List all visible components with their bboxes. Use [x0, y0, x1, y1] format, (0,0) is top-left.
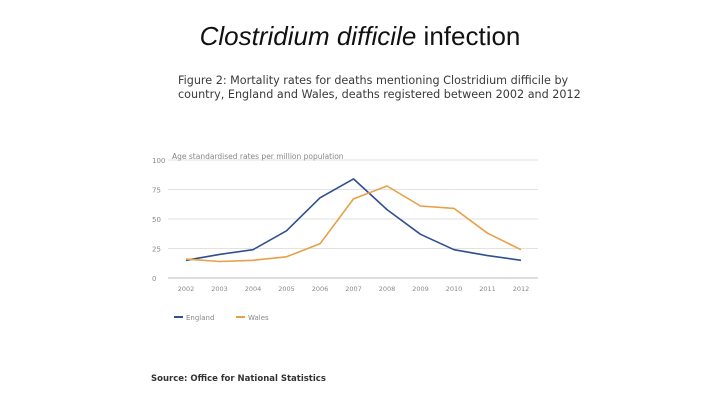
- figure-title-line-2: country, England and Wales, deaths regis…: [178, 88, 581, 101]
- y-tick-label: 50: [152, 216, 161, 224]
- y-tick-label: 0: [152, 275, 156, 283]
- y-axis-label: Age standardised rates per million popul…: [172, 152, 344, 161]
- x-tick-label: 2002: [178, 285, 195, 293]
- slide-title: Clostridium difficile infection: [0, 20, 720, 52]
- source-note: Source: Office for National Statistics: [151, 374, 326, 384]
- x-tick-label: 2008: [379, 285, 396, 293]
- legend-label: England: [186, 314, 214, 322]
- x-tick-labels: 2002 2003 2004 2005 2006 2007 2008 2009 2010 2011…: [178, 285, 530, 293]
- x-tick-label: 2007: [345, 285, 362, 293]
- figure-title: Figure 2: Mortality rates for deaths men…: [178, 74, 581, 102]
- y-tick-label: 100: [152, 157, 165, 165]
- x-tick-label: 2009: [412, 285, 429, 293]
- chart-legend: England Wales: [174, 314, 269, 322]
- x-tick-label: 2010: [446, 285, 463, 293]
- chart-grid: [168, 159, 538, 279]
- x-tick-label: 2011: [479, 285, 496, 293]
- x-tick-label: 2005: [278, 285, 295, 293]
- figure-title-line-1: Figure 2: Mortality rates for deaths men…: [178, 74, 569, 87]
- y-tick-label: 25: [152, 246, 161, 254]
- series-line-wales: [185, 185, 522, 263]
- y-tick-labels: 0 25 50 75 100: [152, 157, 165, 283]
- x-tick-label: 2006: [312, 285, 329, 293]
- slide-title-rest: infection: [416, 21, 521, 51]
- x-tick-label: 2004: [245, 285, 262, 293]
- series-lines: [185, 178, 522, 263]
- x-tick-label: 2003: [211, 285, 228, 293]
- x-tick-label: 2012: [513, 285, 530, 293]
- series-line-england: [185, 178, 522, 262]
- legend-label: Wales: [248, 314, 269, 322]
- slide-title-italic: Clostridium difficile: [199, 21, 417, 51]
- y-tick-label: 75: [152, 187, 161, 195]
